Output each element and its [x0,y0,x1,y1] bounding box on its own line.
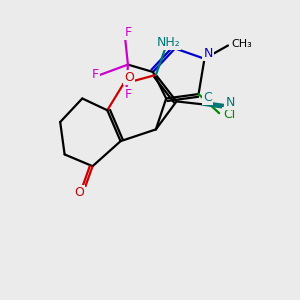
Text: F: F [125,26,132,39]
Text: NH₂: NH₂ [156,36,180,49]
Text: Cl: Cl [224,108,236,121]
Text: N: N [225,95,235,109]
Text: O: O [124,71,134,84]
Text: C: C [203,92,212,104]
Text: F: F [92,68,99,81]
Text: O: O [74,186,84,199]
Text: N: N [203,47,213,60]
Text: N: N [167,35,176,48]
Text: CH₃: CH₃ [231,39,252,49]
Text: F: F [124,88,131,101]
